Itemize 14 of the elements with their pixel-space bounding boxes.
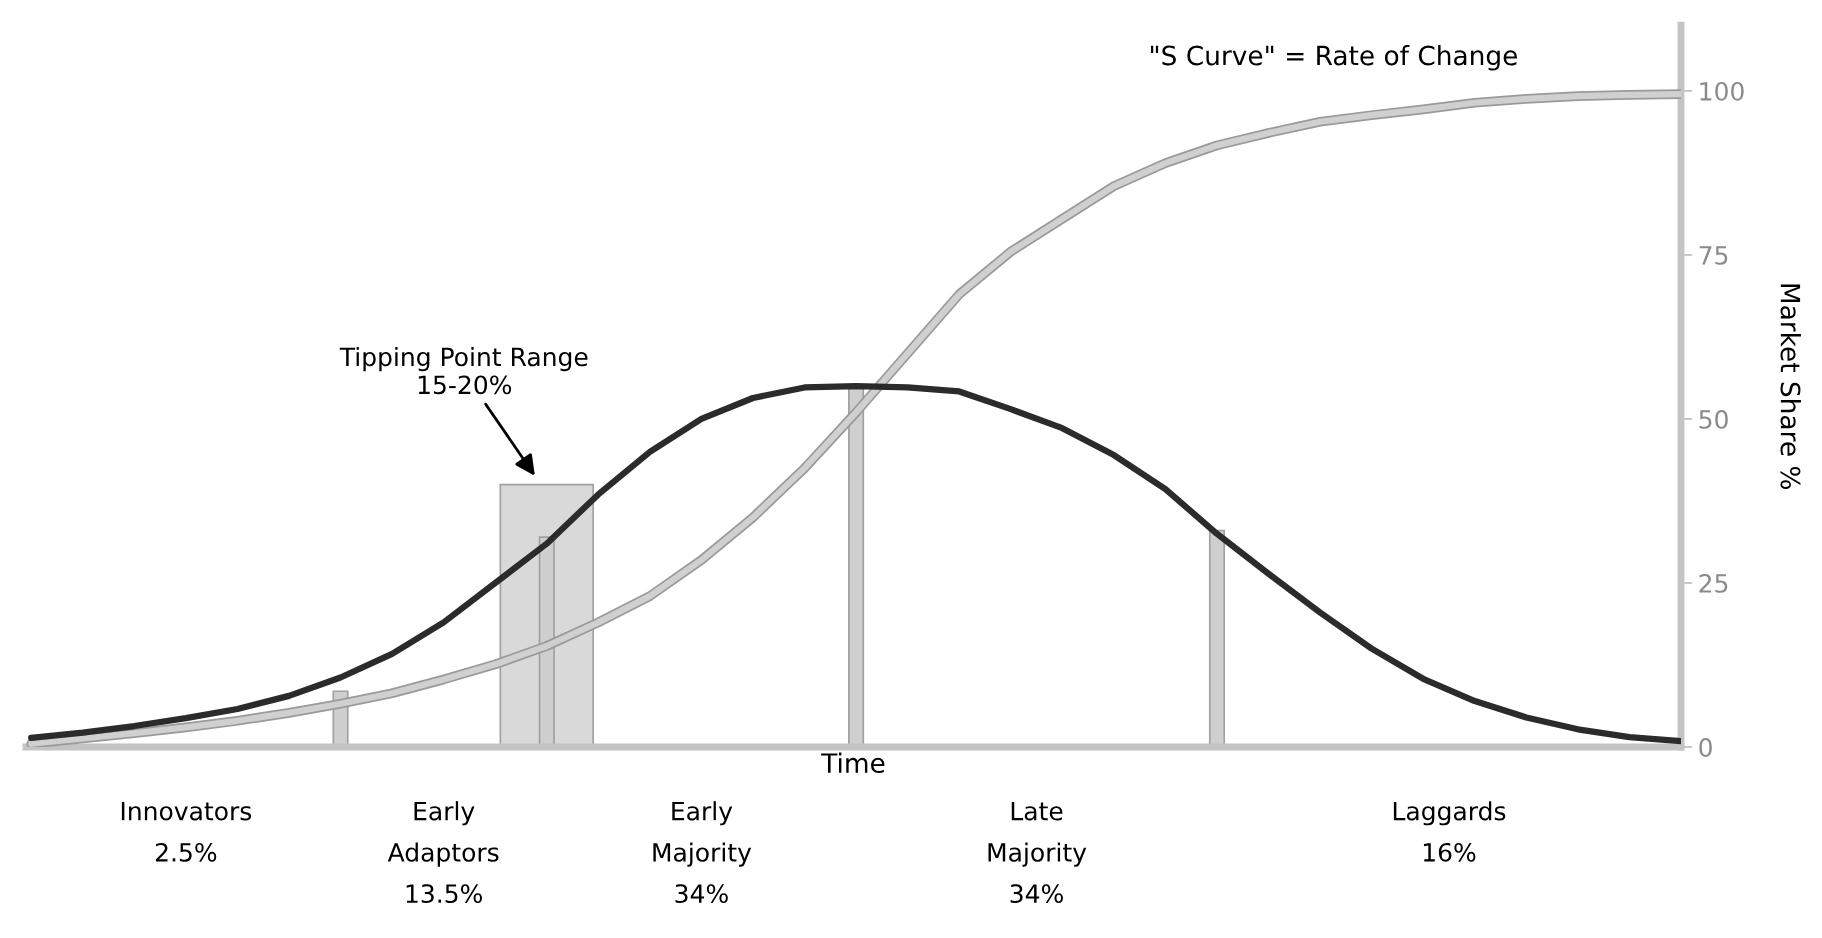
text: Early Majority 34% — [653, 801, 752, 904]
x-axis-title: Time — [821, 752, 885, 774]
y-tick-label: 50 — [1699, 409, 1728, 429]
y-tick-label: 25 — [1699, 573, 1728, 593]
y-axis-title: Market Share % — [1780, 284, 1801, 490]
text: Innovators 2.5% — [121, 801, 252, 862]
y-tick-label: 100 — [1700, 81, 1744, 101]
text: Laggards 16% — [1393, 801, 1506, 862]
annotation: Tipping Point Range 15-20% — [339, 346, 588, 395]
text: Early Adaptors 13.5% — [387, 801, 499, 904]
annotation: "S Curve" = Rate of Change — [1151, 45, 1517, 71]
text: Late Majority 34% — [988, 801, 1087, 904]
y-tick-label: 75 — [1699, 246, 1728, 265]
y-tick-label: 0 — [1699, 737, 1712, 757]
